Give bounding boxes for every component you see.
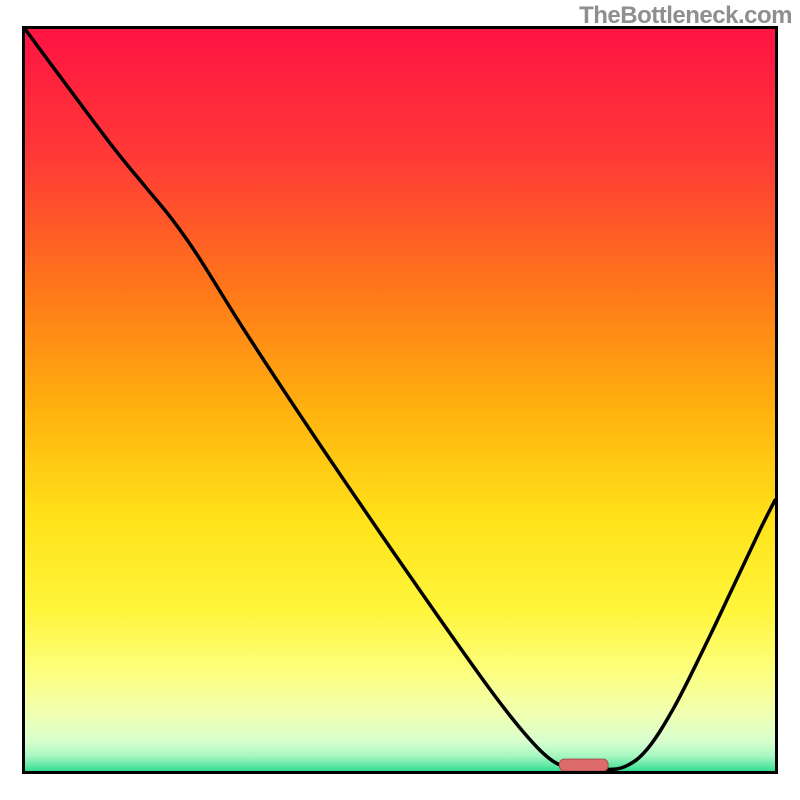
bottleneck-chart (0, 0, 800, 800)
optimal-marker (559, 759, 608, 771)
chart-container: TheBottleneck.com (0, 0, 800, 800)
